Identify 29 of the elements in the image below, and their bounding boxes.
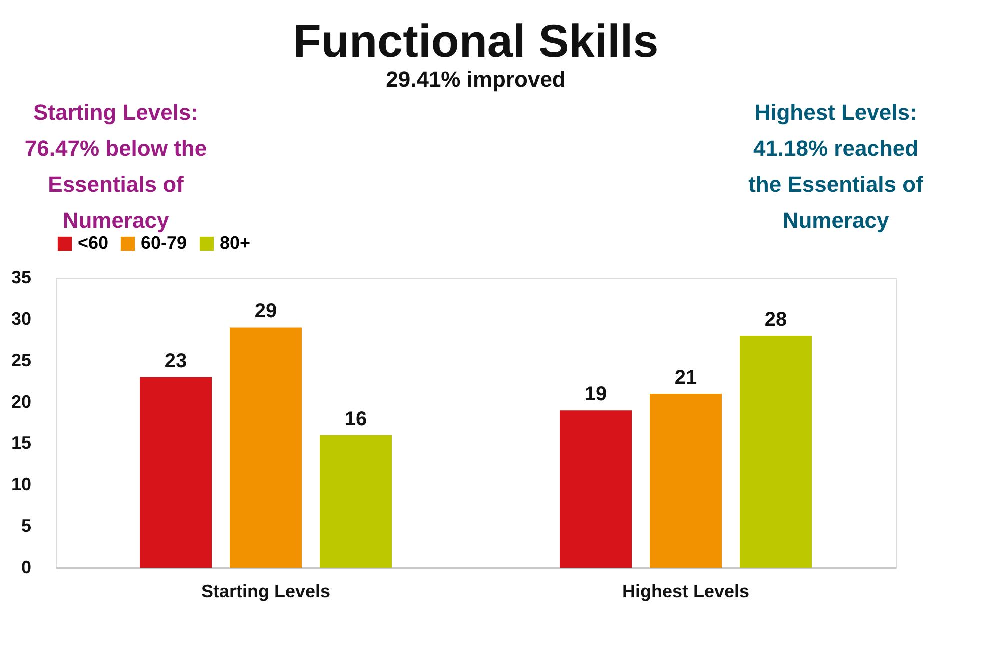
y-tick-label: 35 (11, 268, 32, 288)
y-tick-label: 25 (11, 350, 32, 370)
bar (320, 435, 392, 568)
legend-label: 60-79 (141, 233, 188, 253)
text: Starting Levels: 76.47% below the Essentials of Numeracy (24, 100, 208, 233)
bar (230, 328, 302, 568)
legend-label: <60 (78, 233, 109, 253)
chart-subtitle: 29.41% improved (386, 67, 566, 92)
bar (650, 394, 722, 568)
bar (560, 410, 632, 568)
y-tick-label: 20 (11, 392, 32, 412)
y-tick-label: 15 (11, 433, 32, 454)
data-label: 29 (254, 300, 278, 323)
text: Highest Levels: 41.18% reached the Essentials of Numeracy (748, 100, 924, 233)
data-label: 16 (344, 408, 368, 430)
legend-label: 80+ (220, 233, 251, 253)
data-label: 23 (164, 350, 188, 372)
data-label: 21 (674, 367, 698, 389)
bar (740, 336, 812, 568)
bar (140, 377, 212, 568)
chart-title: Functional Skills (293, 15, 659, 67)
x-tick-label: Starting Levels (201, 582, 331, 602)
y-tick-label: 10 (11, 474, 32, 495)
data-label: 19 (584, 384, 608, 406)
y-tick-label: 0 (21, 558, 32, 578)
y-tick-label: 5 (21, 516, 32, 536)
data-label: 28 (764, 309, 788, 331)
y-tick-label: 30 (11, 308, 32, 329)
x-tick-label: Highest Levels (622, 582, 750, 602)
